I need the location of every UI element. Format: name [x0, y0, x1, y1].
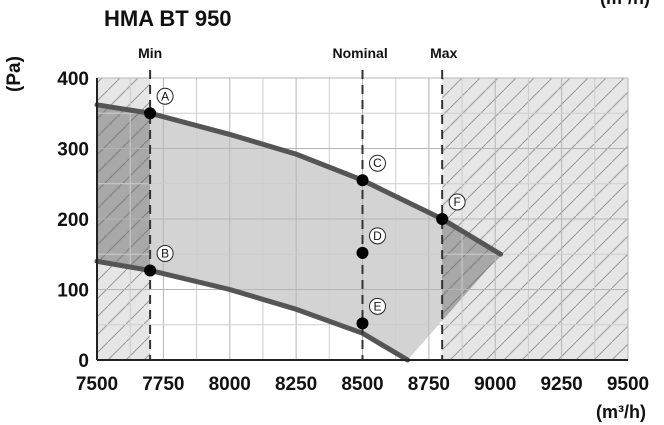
reference-line-label: Max: [430, 45, 457, 61]
operating-envelope: [150, 113, 501, 360]
x-tick-label: 9500: [607, 374, 649, 395]
point-label-circle: [369, 227, 386, 245]
operating-point: [144, 107, 157, 120]
x-tick-label: 8000: [209, 374, 251, 395]
point-label-circle: [156, 87, 174, 105]
point-label-circle: [156, 244, 174, 262]
operating-point: [356, 246, 369, 259]
x-tick-label: 9250: [540, 374, 582, 395]
operating-point: [356, 317, 369, 330]
point-label: A: [161, 89, 169, 103]
reference-line-label: Nominal: [333, 45, 388, 61]
operating-point: [144, 264, 157, 277]
x-tick-label: 8500: [341, 374, 383, 395]
point-label: F: [453, 195, 460, 209]
envelope-below-min: [97, 104, 151, 271]
x-tick-label: 8750: [408, 374, 450, 395]
top-unit-label: (m³/h): [600, 0, 650, 9]
point-label-circle: [369, 154, 386, 172]
x-axis-label: (m³/h): [596, 402, 646, 422]
x-tick-label: 7750: [142, 374, 184, 395]
point-label: B: [161, 246, 169, 260]
y-tick-label: 200: [57, 210, 89, 231]
y-tick-label: 0: [78, 351, 89, 372]
x-tick-label: 7500: [76, 374, 118, 395]
x-tick-label: 9000: [474, 374, 516, 395]
y-tick-label: 400: [57, 69, 89, 90]
y-tick-label: 300: [57, 140, 89, 161]
operating-point: [436, 213, 449, 225]
point-label: E: [373, 299, 381, 313]
point-label: C: [373, 156, 382, 170]
y-tick-label: 100: [57, 281, 89, 302]
lower-fan-curve: [94, 258, 411, 363]
x-tick-label: 8250: [275, 374, 317, 395]
chart-title: HMA BT 950: [104, 6, 232, 31]
operating-point: [356, 174, 369, 187]
envelope-above-max: [442, 219, 501, 321]
point-label-circle: [448, 193, 466, 211]
reference-line-label: Min: [138, 45, 162, 61]
point-label-circle: [369, 297, 386, 315]
point-label: D: [373, 229, 382, 243]
